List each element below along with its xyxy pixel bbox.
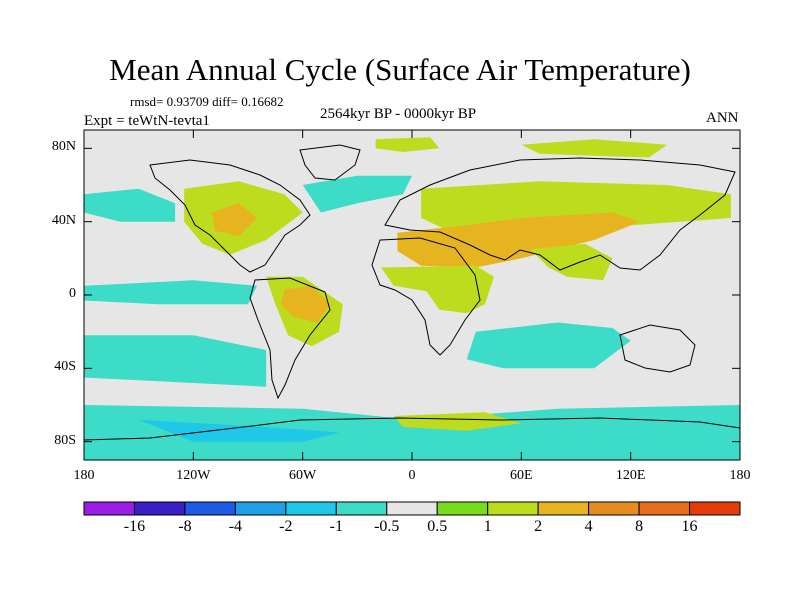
colorbar-label: 4 [584,518,593,535]
stats-text: rmsd= 0.93709 diff= 0.16682 [130,94,284,109]
region-green-antarctic-coast [393,412,522,431]
map-title: Mean Annual Cycle (Surface Air Temperatu… [109,52,691,87]
season-label: ANN [706,110,739,126]
x-tick-label: 120E [615,468,646,483]
x-tick-label: 60E [510,468,533,483]
y-tick-label: 40S [54,359,76,375]
region-cyan-tropical-pacific [84,280,258,305]
x-tick-label: 180 [729,468,751,483]
colorbar-swatch [386,501,438,516]
region-blue-southern-ocean [138,419,340,442]
x-tick-label: 120W [176,468,211,483]
colorbar-label: -8 [178,518,192,535]
colorbar-swatch [487,501,539,516]
colorbar-label: -4 [228,518,243,535]
region-green-arctic-siberia [521,139,668,158]
region-cyan-south-pacific [84,335,267,387]
colorbar [83,501,741,516]
colorbar-label: 8 [635,518,644,535]
axis-ticks [83,130,741,460]
region-cyan-indian-ocean [466,322,631,369]
region-orange-amazon [280,285,330,323]
coastlines [84,144,740,441]
colorbar-label: -0.5 [374,518,400,535]
y-tick-label: 40N [51,212,76,228]
region-orange-north-america [211,203,258,237]
colorbar-swatch [83,501,135,516]
y-tick-label: 0 [69,286,76,301]
colorbar-swatch [133,501,186,516]
colorbar-swatch [285,501,337,516]
x-tick-label: 0 [408,468,416,483]
x-tick-label: 60W [289,468,317,483]
colorbar-swatch [234,501,287,516]
y-tick-label: 80N [51,139,76,155]
colorbar-swatch [689,501,741,516]
x-tick-label: 180 [73,468,95,483]
colorbar-label: -2 [279,518,293,535]
colorbar-swatch [537,501,590,516]
region-green-south-asia [530,243,613,281]
colorbar-label: 2 [534,518,543,535]
colorbar-swatch [638,501,691,516]
colorbar-swatch [436,501,489,516]
region-cyan-north-pacific [84,188,176,222]
colorbar-swatch [184,501,236,516]
anomaly-regions [84,137,740,460]
period-label: 2564kyr BP - 0000kyr BP [320,106,477,122]
colorbar-label: 1 [483,518,492,535]
region-orange-north-africa-arabia [397,212,640,268]
colorbar-swatch [588,501,640,516]
colorbar-label: 16 [681,518,698,535]
y-tick-label: 80S [54,432,76,448]
region-cyan-north-atlantic [302,175,412,213]
colorbar-label: -1 [329,518,343,535]
colorbar-label: 0.5 [427,518,448,535]
colorbar-swatch [335,501,388,516]
region-green-africa-tropics [381,265,494,314]
colorbar-label: -16 [123,518,146,535]
experiment-label: Expt = teWtN-tevta1 [84,113,210,129]
region-green-greenland-sea [375,137,440,152]
